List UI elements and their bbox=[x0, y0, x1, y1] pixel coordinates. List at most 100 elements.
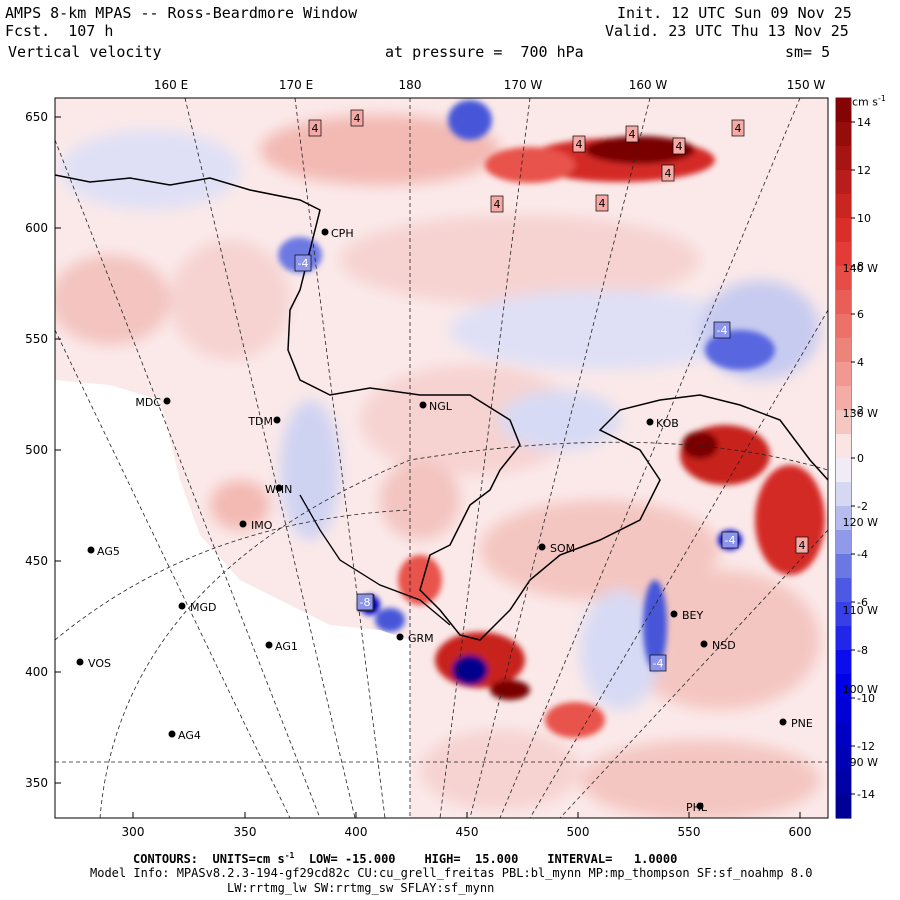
station-label: NSD bbox=[712, 639, 736, 652]
contours-units: UNITS=cm s-1 bbox=[212, 851, 295, 866]
colorbar-tick-label: 10 bbox=[857, 212, 871, 225]
colorbar-block bbox=[836, 794, 851, 819]
colorbar-block bbox=[836, 290, 851, 315]
forecast-label: Fcst. bbox=[5, 22, 51, 40]
colorbar-tick-label: -14 bbox=[857, 788, 875, 801]
y-tick-label: 600 bbox=[25, 221, 48, 235]
contour-label-box bbox=[649, 654, 667, 672]
colorbar-blocks bbox=[836, 98, 851, 819]
contour-label-box bbox=[731, 119, 745, 137]
station-marker bbox=[239, 520, 247, 528]
station-marker bbox=[696, 802, 704, 810]
longitude-label: 160 E bbox=[154, 78, 188, 92]
contour-label-box bbox=[795, 536, 809, 554]
x-tick-label: 300 bbox=[122, 825, 145, 839]
contour-label: 4 bbox=[629, 128, 636, 141]
contour-label: 4 bbox=[312, 122, 319, 135]
station-label: WHN bbox=[265, 483, 292, 496]
colorbar-block bbox=[836, 410, 851, 435]
colorbar-block bbox=[836, 194, 851, 219]
y-tick-label: 350 bbox=[25, 776, 48, 790]
colorbar-block bbox=[836, 98, 851, 123]
colorbar-block bbox=[836, 698, 851, 723]
colorbar-tick-label: 6 bbox=[857, 308, 864, 321]
y-tick-label: 500 bbox=[25, 443, 48, 457]
x-tick-label: 450 bbox=[456, 825, 479, 839]
x-tick-label: 600 bbox=[789, 825, 812, 839]
station-label: AG4 bbox=[178, 729, 201, 742]
station-label: BEY bbox=[682, 609, 703, 622]
longitude-label: 140 W bbox=[843, 262, 878, 275]
colorbar-block bbox=[836, 674, 851, 699]
contour-label: 4 bbox=[735, 122, 742, 135]
station-marker bbox=[265, 641, 273, 649]
colorbar bbox=[835, 97, 852, 819]
smoothing: sm= 5 bbox=[785, 43, 831, 61]
colorbar-block bbox=[836, 602, 851, 627]
longitude-label: 170 W bbox=[504, 78, 543, 92]
contour-label-box bbox=[490, 195, 504, 213]
station-label: AG1 bbox=[275, 640, 298, 653]
colorbar-block bbox=[836, 530, 851, 555]
contour-label: -4 bbox=[653, 657, 664, 670]
x-tick-label: 350 bbox=[234, 825, 257, 839]
init-time: Init. 12 UTC Sun 09 Nov 25 bbox=[617, 4, 852, 22]
contours-interval: INTERVAL= 1.0000 bbox=[547, 852, 678, 866]
station-label: MGD bbox=[190, 601, 217, 614]
contours-high: HIGH= 15.000 bbox=[424, 852, 519, 866]
map-field bbox=[55, 98, 828, 818]
longitude-label: 160 W bbox=[629, 78, 668, 92]
station-marker bbox=[779, 718, 787, 726]
station-marker bbox=[178, 602, 186, 610]
colorbar-tick-label: -2 bbox=[857, 500, 868, 513]
contour-label: -4 bbox=[725, 534, 736, 547]
valid-time: Valid. 23 UTC Thu 13 Nov 25 bbox=[605, 22, 849, 40]
colorbar-block bbox=[836, 122, 851, 147]
longitude-label: 120 W bbox=[843, 516, 878, 529]
colorbar-block bbox=[836, 218, 851, 243]
colorbar-block bbox=[836, 266, 851, 291]
graticule bbox=[55, 98, 828, 818]
y-tick-label: 650 bbox=[25, 110, 48, 124]
longitude-label: 100 W bbox=[843, 683, 878, 696]
y-tick-label: 450 bbox=[25, 554, 48, 568]
colorbar-tick-label: 8 bbox=[857, 260, 864, 273]
longitude-label: 150 W bbox=[787, 78, 826, 92]
colorbar-block bbox=[836, 170, 851, 195]
colorbar-tick-label: 4 bbox=[857, 356, 864, 369]
pressure-level: at pressure = 700 hPa bbox=[385, 43, 584, 61]
longitude-label: 90 W bbox=[850, 756, 878, 769]
station-label: TDM bbox=[247, 415, 273, 428]
coastline bbox=[55, 174, 828, 641]
contour-label-box bbox=[661, 164, 675, 182]
contour-label-box bbox=[572, 135, 586, 153]
colorbar-block bbox=[836, 338, 851, 363]
colorbar-tick-label: 14 bbox=[857, 116, 871, 129]
colorbar-block bbox=[836, 386, 851, 411]
colorbar-block bbox=[836, 314, 851, 339]
coastline-ice-shelf bbox=[299, 494, 451, 626]
y-tick-label: 400 bbox=[25, 665, 48, 679]
station-marker bbox=[538, 543, 546, 551]
colorbar-units: cm s-1 bbox=[852, 94, 886, 109]
x-tick-label: 550 bbox=[678, 825, 701, 839]
contour-label: 4 bbox=[599, 197, 606, 210]
colorbar-block bbox=[836, 362, 851, 387]
colorbar-block bbox=[836, 722, 851, 747]
contours-low: LOW= -15.000 bbox=[308, 852, 396, 866]
colorbar-block bbox=[836, 146, 851, 171]
contour-label-box bbox=[721, 531, 739, 549]
longitude-label: 180 bbox=[399, 78, 422, 92]
colorbar-block bbox=[836, 554, 851, 579]
y-tick-label: 550 bbox=[25, 332, 48, 346]
contour-label: -4 bbox=[717, 324, 728, 337]
contour-label: 4 bbox=[799, 539, 806, 552]
colorbar-block bbox=[836, 242, 851, 267]
contour-label-box bbox=[356, 593, 374, 611]
station-marker bbox=[670, 610, 678, 618]
station-marker bbox=[76, 658, 84, 666]
station-label: NGL bbox=[429, 400, 453, 413]
longitude-label: 170 E bbox=[279, 78, 313, 92]
model-info-physics: LW:rrtmg_lw SW:rrtmg_sw SFLAY:sf_mynn bbox=[227, 881, 495, 895]
